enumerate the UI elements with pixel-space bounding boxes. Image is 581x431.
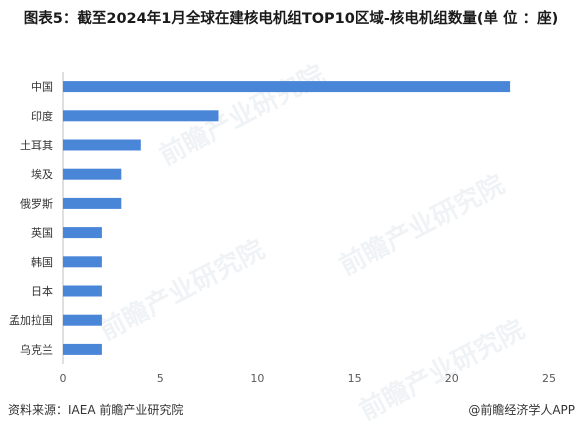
x-tick-label: 20: [445, 372, 459, 385]
bar-3: [63, 168, 122, 180]
category-label: 印度: [31, 109, 53, 123]
bar-2: [63, 139, 141, 151]
category-label: 俄罗斯: [20, 197, 53, 210]
bar-4: [63, 197, 122, 209]
bar-8: [63, 314, 102, 326]
category-label: 土耳其: [20, 139, 53, 152]
category-label: 韩国: [31, 255, 53, 269]
bar-5: [63, 227, 102, 239]
bar-6: [63, 256, 102, 268]
bar-1: [63, 110, 219, 122]
brand-credit: @前瞻经济学人APP: [468, 403, 575, 417]
bar-7: [63, 285, 102, 297]
bar-0: [63, 81, 511, 93]
chart-title: 图表5：截至2024年1月全球在建核电机组TOP10区域-核电机组数量(单 位 …: [23, 11, 559, 27]
x-tick-label: 25: [542, 372, 556, 385]
bar-9: [63, 343, 102, 355]
category-label: 乌克兰: [20, 342, 53, 356]
category-label: 日本: [31, 284, 53, 298]
category-label: 埃及: [31, 167, 53, 181]
source-note: 资料来源：IAEA 前瞻产业研究院: [8, 403, 184, 417]
category-label: 中国: [31, 81, 53, 94]
category-label: 英国: [31, 226, 53, 240]
x-tick-label: 0: [60, 372, 67, 385]
category-label: 孟加拉国: [9, 313, 53, 327]
x-tick-label: 5: [157, 372, 164, 385]
x-tick-label: 10: [250, 372, 264, 385]
x-tick-label: 15: [348, 372, 362, 385]
